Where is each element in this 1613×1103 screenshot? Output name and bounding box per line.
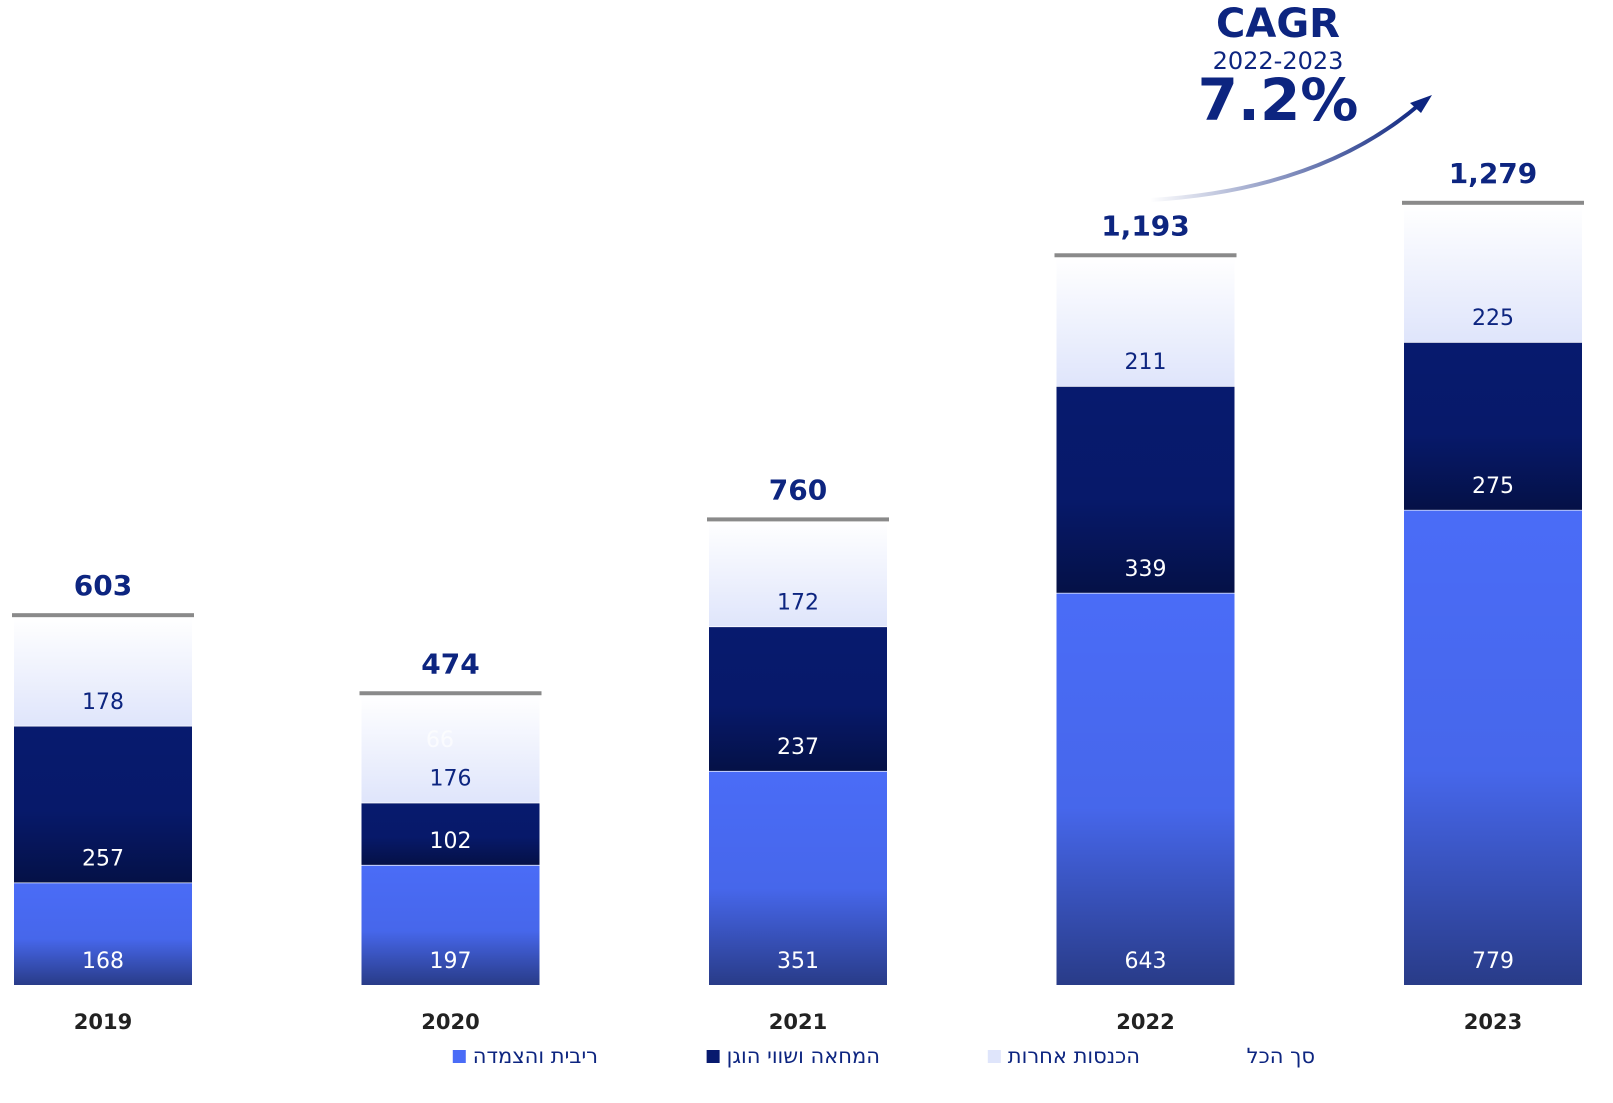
- segment-shine: [1056, 257, 1235, 386]
- cagr-period: 2022-2023: [1213, 47, 1344, 75]
- segment-label: 197: [430, 949, 472, 974]
- legend-label: המחאה ושווי הוגן: [727, 1044, 880, 1068]
- segment-label: 176: [430, 767, 472, 792]
- x-tick-label: 2020: [421, 1010, 479, 1034]
- x-tick-label: 2022: [1116, 1010, 1174, 1034]
- segment-label: 168: [82, 949, 124, 974]
- bar-top-shadow: [1054, 253, 1237, 258]
- total-label: 474: [421, 647, 479, 680]
- legend-swatch: [452, 1050, 466, 1063]
- segment-label: 211: [1125, 350, 1167, 375]
- cagr-arrow-head: [1410, 95, 1432, 113]
- segment-shade: [361, 802, 540, 865]
- segment-label: 275: [1472, 474, 1514, 499]
- segment-shade: [1404, 509, 1582, 985]
- cagr-value: 7.2%: [1198, 66, 1359, 134]
- segment-label: 225: [1472, 306, 1514, 331]
- x-tick-label: 2021: [769, 1010, 827, 1034]
- segment-shade: [1056, 385, 1235, 593]
- legend-label: הכנסות אחרות: [1008, 1044, 1140, 1068]
- bar-top-shadow: [707, 517, 889, 522]
- legend-label: ריבית והצמדה: [473, 1044, 598, 1068]
- legend-label: סך הכל: [1247, 1044, 1315, 1068]
- cagr-arrow: [1149, 102, 1422, 202]
- total-label: 603: [74, 569, 132, 602]
- segment-shade: [1404, 342, 1582, 510]
- total-label: 760: [769, 473, 827, 506]
- segment-shade: [14, 882, 192, 985]
- segment-label: 351: [777, 949, 819, 974]
- segment-shade: [709, 770, 887, 985]
- segment-shade: [14, 725, 192, 883]
- total-label: 1,193: [1101, 209, 1190, 242]
- total-label: 1,279: [1449, 157, 1538, 190]
- segment-label: 257: [82, 847, 124, 872]
- segment-shade: [1056, 592, 1235, 985]
- segment-shine: [361, 695, 540, 803]
- ghost-label: 66: [426, 728, 454, 753]
- x-tick-label: 2023: [1464, 1010, 1522, 1034]
- segment-shade: [709, 626, 887, 771]
- segment-label: 178: [82, 690, 124, 715]
- segment-label: 237: [777, 735, 819, 760]
- cagr-badge: CAGR 2022-2023 7.2%: [1149, 1, 1432, 202]
- legend-swatch: [706, 1050, 720, 1063]
- bar-top-shadow: [12, 613, 194, 618]
- segment-shade: [361, 864, 540, 985]
- segment-shine: [14, 617, 192, 726]
- segment-shine: [709, 521, 887, 627]
- segment-shine: [1404, 204, 1582, 343]
- legend-swatch: [987, 1050, 1001, 1063]
- segment-label: 339: [1125, 557, 1167, 582]
- x-tick-label: 2019: [74, 1010, 132, 1034]
- bar-top-shadow: [359, 691, 542, 696]
- segment-label: 779: [1472, 949, 1514, 974]
- cagr-title: CAGR: [1216, 1, 1340, 47]
- bar-top-shadow: [1402, 200, 1584, 205]
- segment-label: 643: [1125, 949, 1167, 974]
- segment-label: 102: [430, 829, 472, 854]
- segment-label: 172: [777, 590, 819, 615]
